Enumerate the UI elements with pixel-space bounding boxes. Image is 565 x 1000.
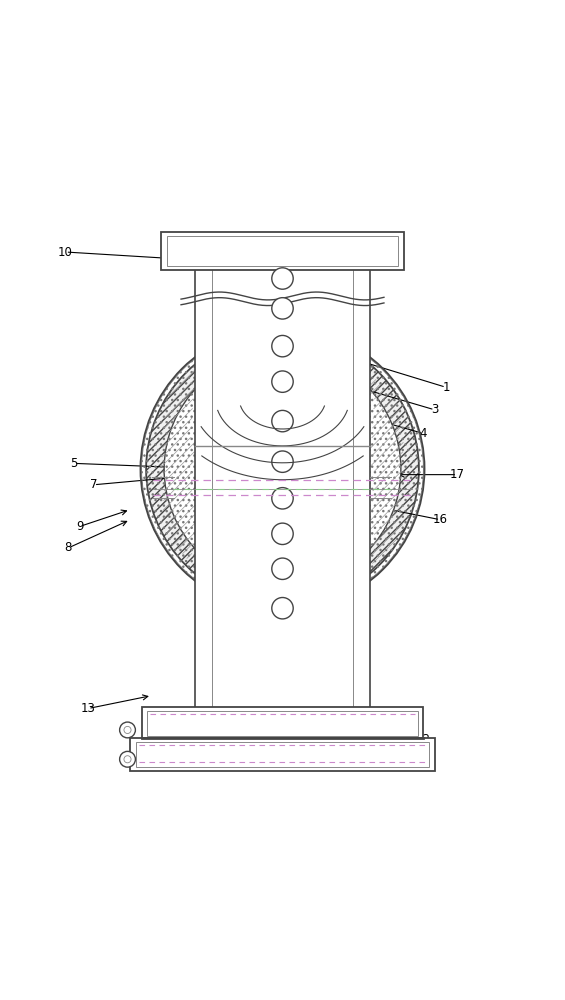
Text: 16: 16 [433,513,448,526]
Circle shape [272,371,293,392]
Text: 7: 7 [90,478,97,491]
Polygon shape [162,232,403,270]
Circle shape [272,451,293,472]
Text: 17: 17 [450,468,465,481]
Circle shape [272,410,293,432]
Circle shape [272,523,293,545]
Text: 13: 13 [81,702,95,715]
Polygon shape [142,707,423,740]
Text: 10: 10 [58,246,73,259]
Text: 6: 6 [166,481,173,494]
Polygon shape [131,738,434,771]
Circle shape [141,327,424,611]
Circle shape [146,333,419,605]
Circle shape [120,751,136,767]
Text: 8: 8 [64,541,72,554]
Circle shape [272,335,293,357]
Circle shape [164,351,401,587]
Text: 9: 9 [76,520,84,533]
Circle shape [272,598,293,619]
Text: 3: 3 [431,403,438,416]
Circle shape [272,298,293,319]
Circle shape [272,268,293,289]
Circle shape [272,488,293,509]
Polygon shape [195,270,370,709]
Text: 5: 5 [70,457,77,470]
Text: 12: 12 [416,733,431,746]
Circle shape [120,722,136,738]
Text: 4: 4 [420,427,427,440]
Text: 1: 1 [442,381,450,394]
Circle shape [272,558,293,579]
